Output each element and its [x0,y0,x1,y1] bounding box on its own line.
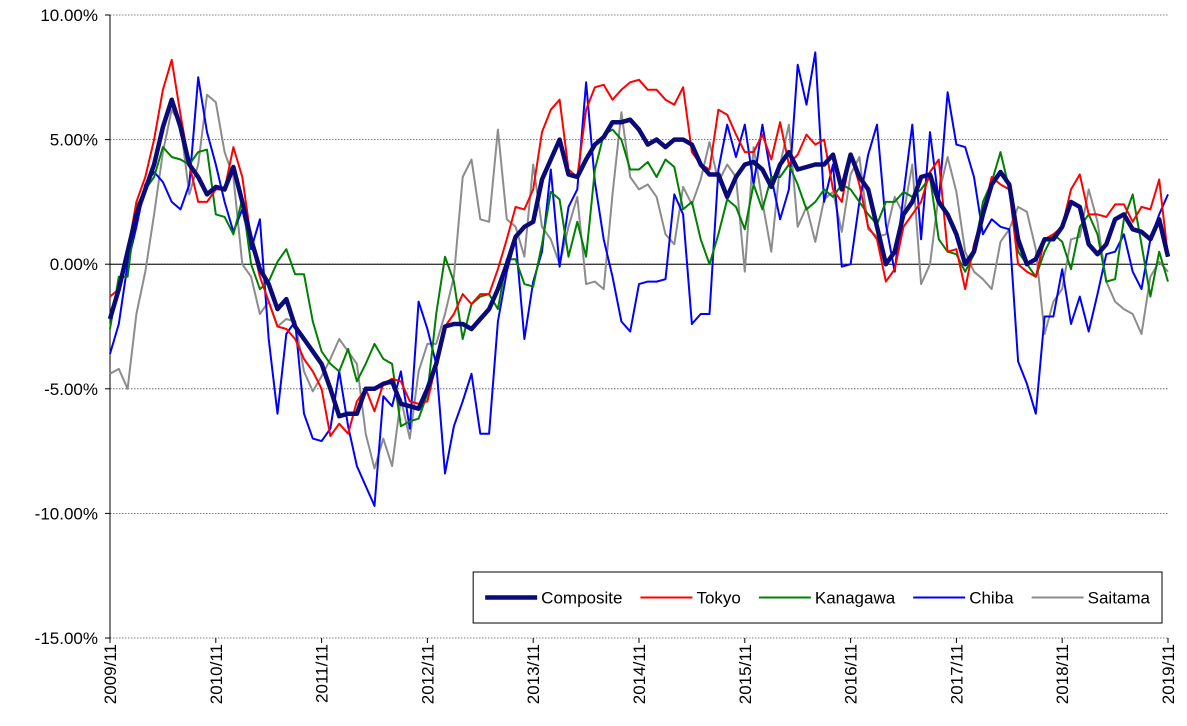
series-line [107,97,1171,419]
x-tick-label: 2010/11 [207,644,226,704]
y-tick-label: 10.00% [40,6,98,25]
x-tick-label: 2012/11 [418,644,437,704]
x-tick-label: 2018/11 [1053,644,1072,704]
x-tick-label: 2011/11 [313,644,332,703]
legend-label: Composite [541,589,622,608]
x-tick-label: 2019/11 [1159,644,1178,704]
legend-label: Kanagawa [815,589,896,608]
y-tick-label: -10.00% [35,504,98,523]
y-tick-label: 0.00% [50,255,98,274]
y-tick-label: -5.00% [44,380,98,399]
series-line [109,58,1169,438]
series-line [109,93,1169,470]
legend-label: Tokyo [696,589,740,608]
series-line [109,51,1169,507]
x-tick-label: 2014/11 [630,644,649,704]
series-line [109,128,1169,428]
x-tick-label: 2013/11 [524,644,543,704]
y-tick-label: -15.00% [35,629,98,648]
legend: Composite Tokyo Kanagawa Chiba Saitama [472,571,1163,624]
legend-label: Saitama [1088,589,1151,608]
x-tick-label: 2016/11 [842,644,861,704]
x-tick-label: 2017/11 [947,644,966,704]
x-tick-label: 2015/11 [736,644,755,704]
legend-label: Chiba [969,589,1014,608]
x-tick-label: 2009/11 [101,644,120,704]
y-tick-label: 5.00% [50,131,98,150]
